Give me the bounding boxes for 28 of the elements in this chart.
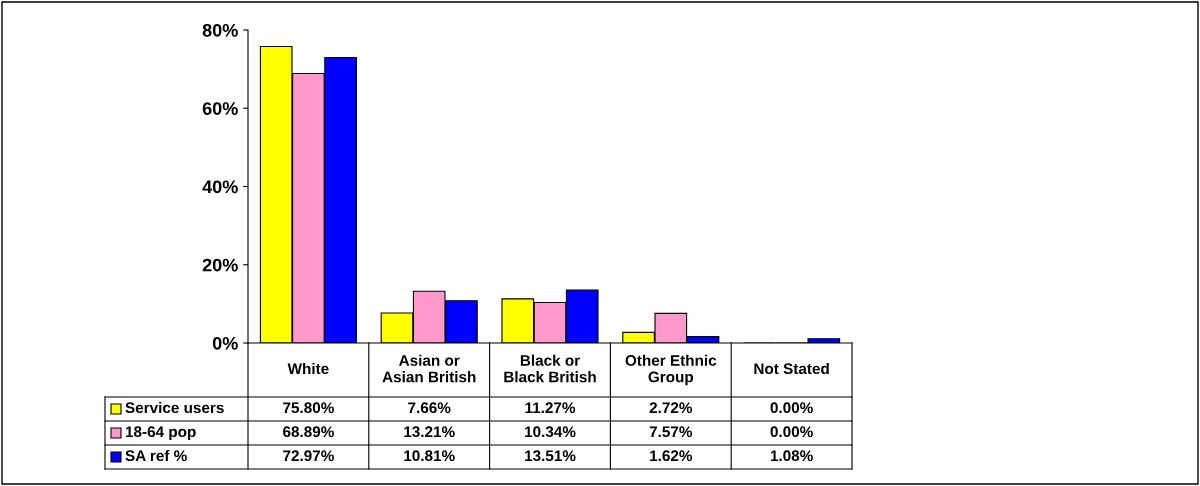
x-tick-label: Other Ethnic Group bbox=[625, 354, 717, 386]
y-tick-label: 0% bbox=[212, 336, 238, 350]
y-tick-label: 60% bbox=[202, 102, 238, 115]
x-tick-label: Asian or Asian British bbox=[382, 354, 476, 383]
data-label: 0.00% bbox=[770, 426, 813, 438]
data-label: 7.57% bbox=[649, 426, 693, 438]
data-label: 72.97% bbox=[283, 450, 334, 462]
legend-label: SA ref % bbox=[125, 449, 187, 462]
data-label: 0.00% bbox=[770, 402, 813, 414]
data-label: 75.80% bbox=[283, 402, 334, 414]
legend-label: Service users bbox=[125, 401, 224, 414]
x-tick-label: Not Stated bbox=[754, 362, 829, 375]
data-label: 13.51% bbox=[525, 450, 576, 462]
y-tick-label: 40% bbox=[202, 180, 238, 194]
data-label: 68.89% bbox=[283, 426, 334, 438]
x-tick-label: Black or Black British bbox=[504, 354, 596, 383]
data-label: 2.72% bbox=[649, 402, 693, 414]
legend-label: 18-64 pop bbox=[125, 426, 196, 441]
x-tick-label: White bbox=[287, 362, 329, 375]
data-label: 10.34% bbox=[525, 426, 576, 438]
y-tick-label: 80% bbox=[202, 23, 238, 37]
data-label: 10.81% bbox=[404, 450, 455, 462]
data-label: 13.21% bbox=[404, 426, 455, 438]
data-label: 1.62% bbox=[650, 450, 693, 462]
data-label: 11.27% bbox=[525, 402, 576, 414]
y-tick-label: 20% bbox=[202, 258, 238, 272]
data-label: 1.08% bbox=[770, 450, 813, 462]
data-label: 7.66% bbox=[408, 402, 451, 414]
